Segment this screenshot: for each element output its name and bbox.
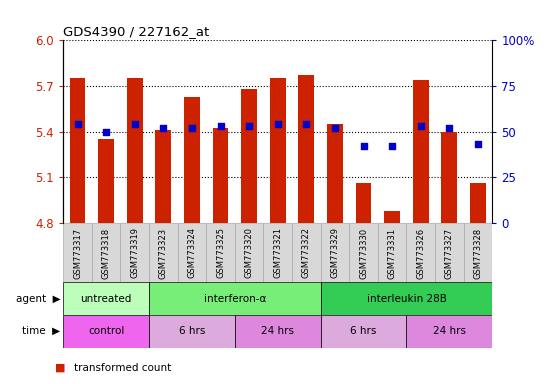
Bar <box>120 223 149 282</box>
Bar <box>241 89 257 223</box>
Bar <box>149 282 321 315</box>
Bar <box>406 223 435 282</box>
Bar <box>63 315 149 348</box>
Point <box>188 125 196 131</box>
Text: agent  ▶: agent ▶ <box>16 293 61 304</box>
Bar <box>435 223 464 282</box>
Bar <box>235 315 321 348</box>
Text: GSM773318: GSM773318 <box>102 227 111 279</box>
Text: interferon-α: interferon-α <box>204 293 266 304</box>
Text: GSM773324: GSM773324 <box>188 227 196 278</box>
Text: time  ▶: time ▶ <box>23 326 60 336</box>
Text: GSM773325: GSM773325 <box>216 227 225 278</box>
Text: GSM773328: GSM773328 <box>474 227 482 279</box>
Bar <box>464 223 492 282</box>
Point <box>130 121 139 127</box>
Point <box>331 125 339 131</box>
Text: GSM773322: GSM773322 <box>302 227 311 278</box>
Text: ■: ■ <box>55 363 65 373</box>
Bar <box>206 223 235 282</box>
Bar <box>213 129 228 223</box>
Point <box>102 128 111 134</box>
Bar <box>470 183 486 223</box>
Text: untreated: untreated <box>80 293 132 304</box>
Point <box>273 121 282 127</box>
Text: GSM773317: GSM773317 <box>73 227 82 279</box>
Bar <box>349 223 378 282</box>
Bar <box>263 223 292 282</box>
Point <box>474 141 482 147</box>
Bar <box>178 223 206 282</box>
Bar <box>63 282 149 315</box>
Bar <box>156 130 171 223</box>
Text: 6 hrs: 6 hrs <box>350 326 377 336</box>
Bar <box>378 223 406 282</box>
Bar <box>321 223 349 282</box>
Point <box>159 125 168 131</box>
Bar <box>92 223 120 282</box>
Text: transformed count: transformed count <box>74 363 172 373</box>
Point <box>216 123 225 129</box>
Bar <box>149 315 235 348</box>
Bar <box>327 124 343 223</box>
Bar <box>299 75 314 223</box>
Text: 24 hrs: 24 hrs <box>261 326 294 336</box>
Text: interleukin 28B: interleukin 28B <box>366 293 447 304</box>
Text: GSM773327: GSM773327 <box>445 227 454 279</box>
Text: GSM773330: GSM773330 <box>359 227 368 279</box>
Point <box>388 143 397 149</box>
Text: GSM773329: GSM773329 <box>331 227 339 278</box>
Text: GSM773320: GSM773320 <box>245 227 254 278</box>
Text: GSM773331: GSM773331 <box>388 227 397 279</box>
Bar <box>292 223 321 282</box>
Text: GDS4390 / 227162_at: GDS4390 / 227162_at <box>63 25 210 38</box>
Point <box>416 123 425 129</box>
Text: 6 hrs: 6 hrs <box>179 326 205 336</box>
Point <box>302 121 311 127</box>
Bar <box>442 131 457 223</box>
Text: GSM773323: GSM773323 <box>159 227 168 279</box>
Bar <box>149 223 178 282</box>
Text: GSM773326: GSM773326 <box>416 227 425 279</box>
Bar <box>63 223 92 282</box>
Bar <box>321 315 406 348</box>
Point <box>359 143 368 149</box>
Text: control: control <box>88 326 124 336</box>
Bar <box>184 96 200 223</box>
Text: GSM773321: GSM773321 <box>273 227 282 278</box>
Point <box>445 125 454 131</box>
Point <box>73 121 82 127</box>
Bar <box>413 80 428 223</box>
Bar <box>70 78 85 223</box>
Bar <box>98 139 114 223</box>
Bar <box>270 78 285 223</box>
Text: 24 hrs: 24 hrs <box>433 326 466 336</box>
Bar <box>384 210 400 223</box>
Bar <box>356 183 371 223</box>
Bar <box>406 315 492 348</box>
Text: GSM773319: GSM773319 <box>130 227 139 278</box>
Bar <box>321 282 492 315</box>
Bar <box>127 78 142 223</box>
Bar <box>235 223 263 282</box>
Point <box>245 123 254 129</box>
